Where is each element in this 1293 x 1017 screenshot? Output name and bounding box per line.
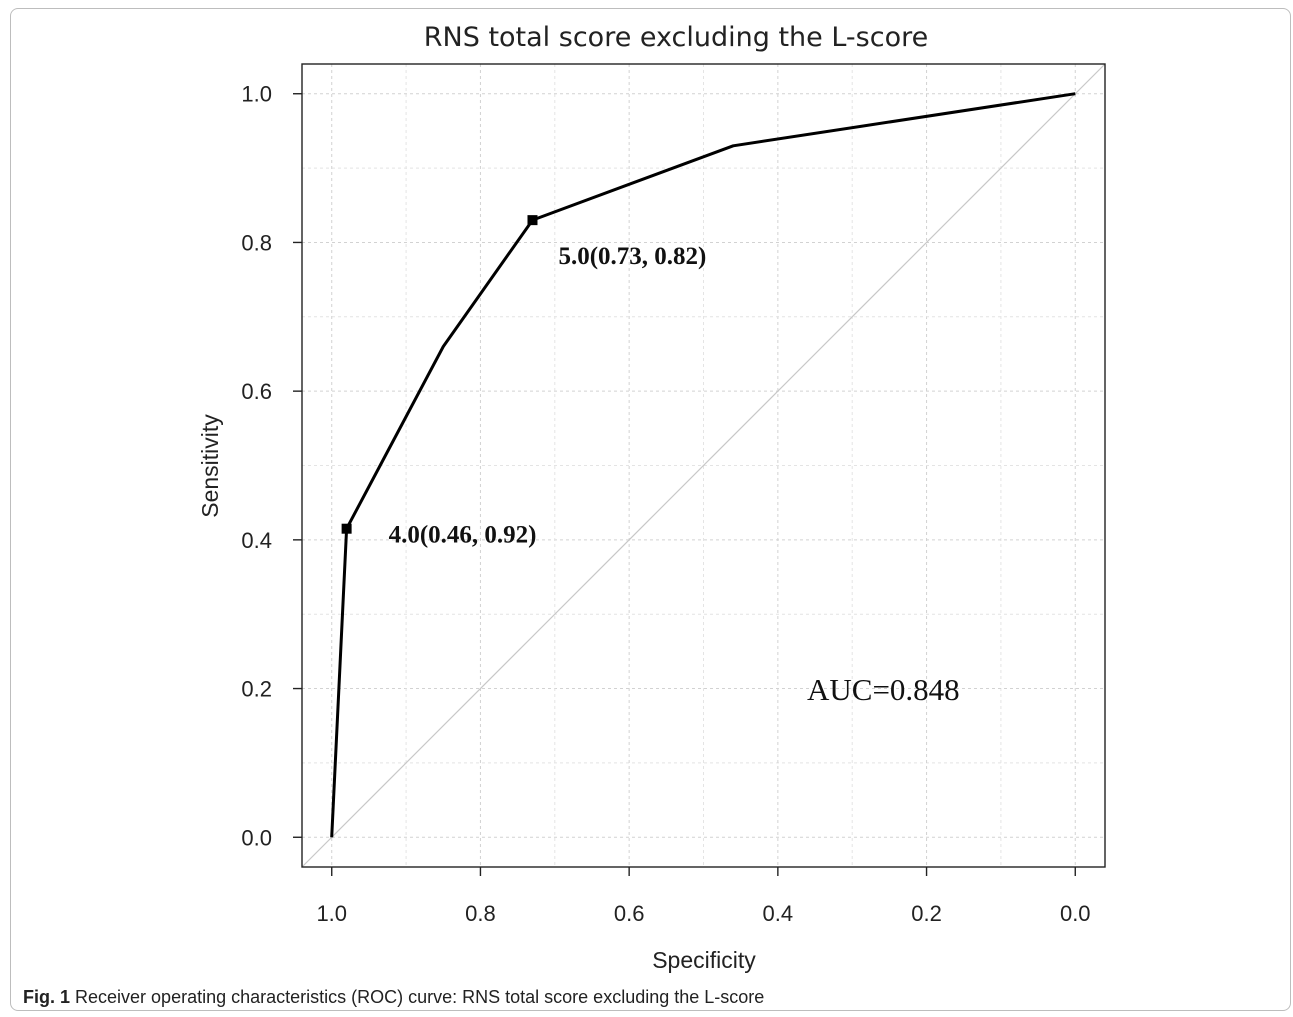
roc-chart: RNS total score excluding the L-score 4.… bbox=[197, 22, 1106, 973]
x-tick-label: 0.8 bbox=[465, 901, 496, 926]
marked-point bbox=[341, 523, 352, 534]
marked-point-label: 5.0(0.73, 0.82) bbox=[558, 243, 706, 270]
x-axis-label: Specificity bbox=[652, 947, 756, 973]
x-tick-label: 0.6 bbox=[614, 901, 645, 926]
y-tick-label: 0.6 bbox=[241, 379, 272, 404]
chart-title: RNS total score excluding the L-score bbox=[424, 22, 928, 53]
figure-frame bbox=[10, 8, 1291, 1011]
x-axis: 1.0 0.8 0.6 0.4 0.2 0.0 bbox=[316, 867, 1091, 926]
marked-point bbox=[527, 215, 538, 226]
x-tick-label: 0.4 bbox=[763, 901, 794, 926]
y-tick-label: 0.0 bbox=[241, 825, 272, 850]
reference-diagonal bbox=[301, 63, 1106, 868]
grid-lines bbox=[302, 64, 1105, 867]
auc-annotation: AUC=0.848 bbox=[807, 672, 960, 707]
plot-border bbox=[301, 63, 1106, 868]
marked-points: 4.0(0.46, 0.92) 5.0(0.73, 0.82) bbox=[341, 215, 706, 549]
x-tick-label: 1.0 bbox=[316, 901, 347, 926]
y-axis-label: Sensitivity bbox=[197, 414, 223, 518]
caption-label: Fig. 1 bbox=[23, 987, 71, 1007]
x-tick-label: 0.0 bbox=[1060, 901, 1091, 926]
y-tick-label: 0.8 bbox=[241, 230, 272, 255]
x-tick-label: 0.2 bbox=[911, 901, 942, 926]
y-tick-label: 1.0 bbox=[241, 82, 272, 107]
marked-point-label: 4.0(0.46, 0.92) bbox=[389, 522, 537, 549]
y-tick-label: 0.2 bbox=[241, 677, 272, 702]
figure-caption: Fig. 1 Receiver operating characteristic… bbox=[23, 987, 764, 1008]
roc-curve bbox=[330, 92, 1076, 838]
y-tick-label: 0.4 bbox=[241, 528, 272, 553]
caption-text: Receiver operating characteristics (ROC)… bbox=[70, 987, 765, 1007]
y-axis: 0.0 0.2 0.4 0.6 0.8 1.0 bbox=[241, 82, 302, 850]
